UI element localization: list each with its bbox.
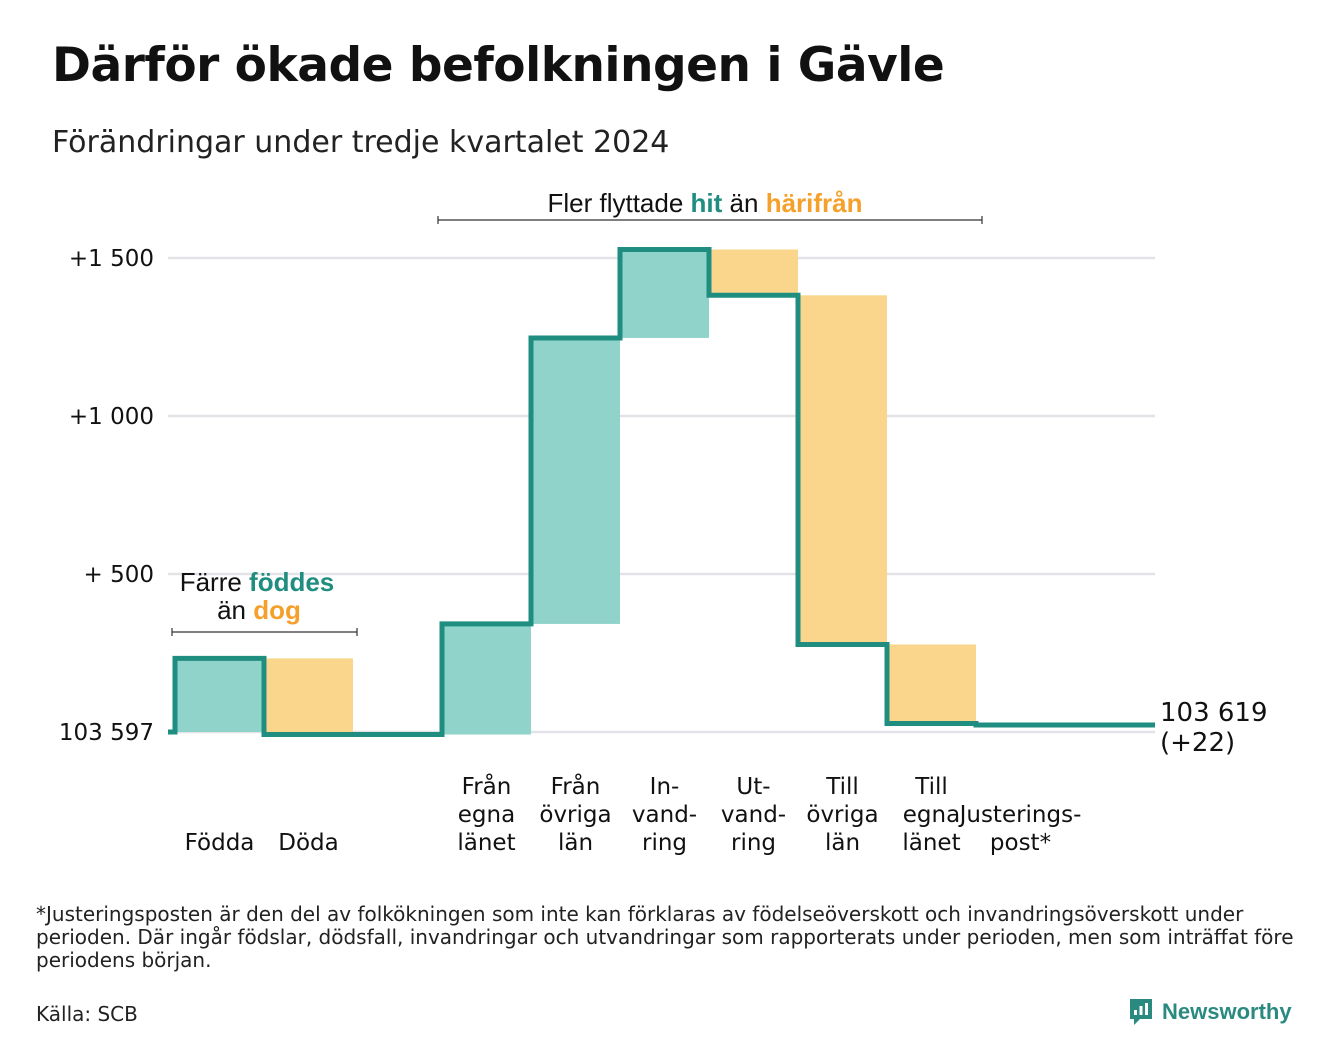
chart-subtitle: Förändringar under tredje kvartalet 2024	[52, 125, 670, 160]
y-tick-label: + 500	[84, 562, 154, 588]
category-label-line: ring	[731, 830, 776, 856]
category-label-line: övriga	[806, 802, 878, 828]
category-label: Till övriga län	[806, 774, 878, 856]
category-label-line: övriga	[539, 802, 611, 828]
category-label: Döda	[278, 830, 338, 856]
category-label-line: post*	[990, 830, 1051, 856]
annotation-highlight-in: hit	[691, 188, 723, 218]
category-label: In-vand-ring	[632, 774, 697, 856]
brand-name: Newsworthy	[1162, 999, 1292, 1024]
bar-inflow	[175, 658, 264, 732]
category-label-line: Från	[551, 772, 601, 800]
bar-outflow	[798, 295, 887, 645]
end-value-label: 103 619 (+22)	[1160, 698, 1268, 758]
category-label-line: ring	[642, 830, 687, 856]
annotation-text: Fler flyttade	[547, 188, 690, 218]
bar-inflow	[442, 623, 531, 735]
category-label-line: Justerings-	[958, 802, 1082, 828]
births-annotation-line1: Färre föddes	[180, 567, 335, 597]
bar-outflow	[887, 644, 976, 724]
category-label-line: egna	[903, 802, 960, 828]
category-label-line: vand-	[632, 802, 697, 828]
y-tick-label: +1 000	[69, 404, 154, 430]
y-tick-label: +1 500	[69, 246, 154, 272]
annotation-highlight-in: föddes	[249, 567, 334, 597]
category-label: Födda	[185, 830, 255, 856]
category-label-line: egna	[458, 802, 515, 828]
brand: Newsworthy	[1128, 997, 1292, 1027]
end-value-line: 103 619	[1160, 698, 1268, 728]
migration-annotation: Fler flyttade hit än härifrån	[547, 188, 862, 218]
bar-inflow	[531, 337, 620, 624]
cumulative-step-line	[168, 246, 1155, 738]
bars	[175, 249, 976, 735]
category-label-line: län	[558, 830, 593, 856]
category-label-line: Till	[914, 774, 948, 800]
category-label: Från egna länet	[457, 772, 515, 856]
category-label-line: län	[825, 830, 860, 856]
category-label-line: Födda	[185, 830, 255, 856]
newsworthy-logo-icon	[1130, 999, 1152, 1025]
annotation-text: än	[217, 595, 253, 625]
category-label-line: länet	[457, 830, 515, 856]
category-label-line: länet	[902, 830, 960, 856]
bar-outflow	[709, 249, 798, 296]
y-tick-label: 103 597	[59, 720, 154, 746]
category-label-line: Till	[825, 774, 859, 800]
y-axis-labels: 103 597 + 500 +1 000 +1 500	[59, 246, 154, 746]
step-line-layer	[168, 246, 1155, 738]
category-label-line: Döda	[278, 830, 338, 856]
category-label-line: Från	[462, 772, 512, 800]
bar-outflow	[264, 658, 353, 735]
footnote: *Justeringsposten är den del av folkökni…	[36, 902, 1294, 972]
category-label: Till egna länet	[902, 774, 960, 856]
end-value-line: (+22)	[1160, 728, 1235, 758]
annotation-text: Färre	[180, 567, 249, 597]
annotation-highlight-out: härifrån	[766, 188, 863, 218]
source-label: Källa: SCB	[36, 1002, 138, 1026]
annotation-text: än	[722, 188, 765, 218]
category-label-line: Ut-	[736, 774, 770, 800]
births-annotation-line2: än dog	[217, 595, 301, 625]
category-label: Justerings-post*	[958, 802, 1082, 856]
category-label: Ut-vand-ring	[721, 774, 786, 856]
annotation-highlight-out: dog	[253, 595, 301, 625]
chart-title: Därför ökade befolkningen i Gävle	[52, 38, 945, 93]
category-label-line: vand-	[721, 802, 786, 828]
annotations: 103 619 (+22) Fler flyttade hit än härifrå…	[171, 188, 1268, 758]
bar-inflow	[620, 249, 709, 338]
category-label: Från övriga län	[539, 772, 611, 856]
category-label-line: In-	[650, 774, 680, 800]
